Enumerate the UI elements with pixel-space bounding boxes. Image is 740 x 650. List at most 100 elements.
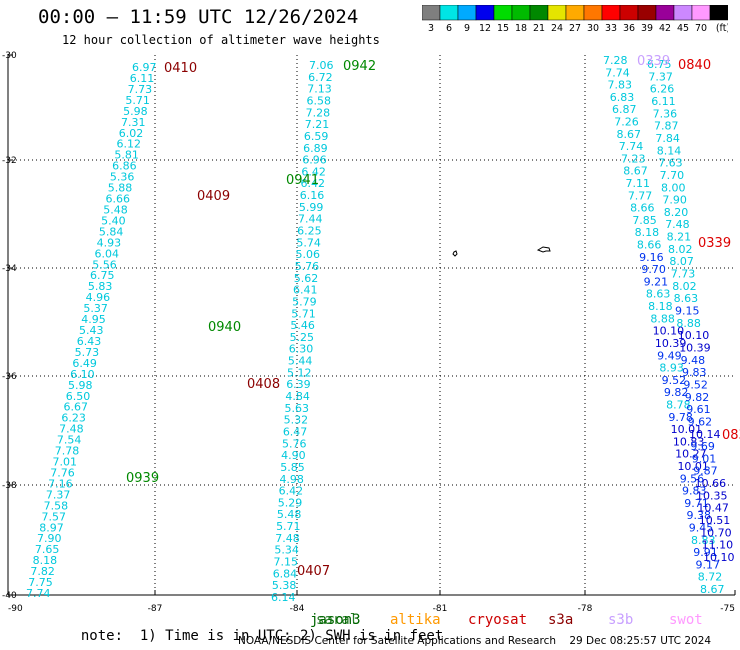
wave-height-value: 4.95 — [81, 313, 106, 326]
wave-height-value: 8.18 — [33, 554, 58, 567]
wave-height-value: 4.93 — [97, 236, 122, 249]
wave-height-value: 5.99 — [299, 201, 324, 214]
colorbar-label: 30 — [587, 23, 599, 34]
wave-height-value: 9.62 — [688, 415, 713, 428]
wave-height-value: 5.48 — [103, 203, 128, 216]
pass-time-label: 0942 — [343, 59, 376, 74]
pass-time-label: 0408 — [247, 377, 280, 392]
wave-height-value: 5.44 — [288, 355, 313, 368]
satellite-cryosat: cryosat — [468, 612, 528, 628]
satellite-altika: altika — [390, 612, 441, 628]
wave-height-value: 8.88 — [650, 312, 675, 325]
wave-height-value: 10.39 — [655, 337, 687, 350]
latitude-label: -32 — [2, 156, 17, 166]
wave-height-value: 7.44 — [298, 213, 323, 226]
satellite-jason3: jason3 — [310, 612, 361, 628]
wave-height-value: 7.37 — [46, 488, 71, 501]
track-b: 7.066.727.136.587.287.216.596.896.966.42… — [271, 59, 334, 604]
wave-height-value: 5.37 — [83, 302, 108, 315]
wave-height-value: 4.90 — [281, 449, 306, 462]
wave-height-value: 7.83 — [608, 79, 633, 92]
pass-time-label: 0939 — [126, 471, 159, 486]
wave-height-value: 5.71 — [291, 307, 316, 320]
pass-time-label: 0410 — [164, 61, 197, 76]
wave-height-value: 8.67 — [617, 128, 642, 141]
longitude-label: -75 — [720, 604, 735, 614]
wave-height-value: 7.54 — [57, 434, 82, 447]
wave-height-value: 10.27 — [675, 448, 707, 461]
wave-height-value: 8.14 — [657, 144, 682, 157]
wave-height-value: 5.73 — [75, 346, 100, 359]
map-frame — [7, 55, 735, 596]
page-title: 00:00 – 11:59 UTC 12/26/2024 — [38, 6, 359, 28]
wave-height-value: 6.83 — [610, 91, 635, 104]
wave-height-value: 5.46 — [290, 319, 315, 332]
wave-height-value: 5.06 — [295, 248, 320, 261]
wave-height-value: 7.87 — [654, 120, 679, 133]
wave-height-value: 7.28 — [306, 106, 331, 119]
wave-height-value: 8.18 — [648, 300, 673, 313]
wave-height-value: 9.49 — [657, 349, 682, 362]
wave-height-value: 9.45 — [689, 521, 714, 534]
wave-height-value: 9.71 — [684, 497, 709, 510]
pass-time-label: 0409 — [197, 189, 230, 204]
satellite-s3a: s3a — [548, 612, 574, 628]
wave-height-value: 8.20 — [664, 206, 689, 219]
wave-height-value: 8.67 — [623, 165, 648, 178]
wave-height-value: 8.83 — [691, 534, 716, 547]
legend-line: note: 1) Time is in UTC; 2) SWH is in fe… — [64, 612, 443, 644]
wave-height-value: 7.74 — [605, 66, 630, 79]
colorbar-label: 33 — [605, 23, 617, 34]
wave-height-value: 6.04 — [94, 247, 119, 260]
wave-height-value: 5.38 — [272, 579, 297, 592]
wave-height-value: 8.97 — [39, 521, 64, 534]
colorbar-label: 70 — [695, 23, 707, 34]
wave-height-value: 6.42 — [301, 165, 326, 178]
pass-time-label: 083 — [722, 428, 740, 443]
wave-height-value: 7.76 — [50, 466, 75, 479]
wave-height-value: 10.47 — [697, 502, 729, 515]
wave-height-value: 10.10 — [653, 325, 685, 338]
latitude-label: -40 — [2, 591, 17, 601]
wave-height-value: 8.78 — [666, 398, 691, 411]
pass-time-label: 0339 — [698, 236, 731, 251]
wave-height-value: 7.15 — [274, 556, 299, 569]
colorbar-label: 12 — [479, 23, 491, 34]
wave-height-value: 6.10 — [70, 368, 95, 381]
wave-height-value: 5.84 — [99, 225, 124, 238]
wave-height-value: 8.07 — [669, 255, 694, 268]
wave-height-value: 5.81 — [114, 149, 139, 162]
wave-height-value: 7.01 — [53, 456, 78, 469]
wave-height-value: 7.70 — [660, 169, 685, 182]
wave-height-value: 6.50 — [66, 390, 91, 403]
wave-height-value: 8.02 — [668, 243, 693, 256]
wave-height-value: 7.37 — [648, 70, 673, 83]
wave-height-value: 9.21 — [644, 275, 669, 288]
pass-time-label: 0940 — [208, 320, 241, 335]
wave-height-value: 7.58 — [44, 499, 69, 512]
wave-height-value: 8.93 — [659, 362, 684, 375]
wave-height-value: 9.82 — [664, 386, 689, 399]
wave-height-value: 7.85 — [632, 214, 657, 227]
colorbar-label: 9 — [464, 23, 470, 34]
wave-height-value: 6.59 — [304, 130, 329, 143]
wave-height-value: 7.73 — [128, 83, 153, 96]
colorbar-label: 39 — [641, 23, 653, 34]
wave-height-value: 5.85 — [280, 461, 305, 474]
wave-height-value: 5.74 — [296, 236, 321, 249]
latitude-label: -38 — [2, 481, 17, 491]
colorbar-label: 18 — [515, 23, 527, 34]
wave-height-value: 7.28 — [603, 54, 628, 67]
longitude-label: -84 — [290, 604, 305, 614]
wave-height-value: 10.01 — [671, 423, 703, 436]
wave-height-value: 9.61 — [686, 403, 711, 416]
wave-height-value: 5.48 — [277, 508, 302, 521]
pass-time-labels: 0410 0942 0840 0339 0941 0409 0339 0940 0408 0939… — [126, 54, 740, 579]
map-axis-labels: -30 -32 -34 -36 -38 -40 -90 -87 -84 -81 -78 -75 — [2, 51, 735, 614]
pass-time-label: 0941 — [286, 173, 319, 188]
wave-height-value: 6.89 — [303, 142, 328, 155]
wave-height-value: 6.49 — [72, 357, 97, 370]
wave-height-value: 7.48 — [59, 423, 84, 436]
wave-height-value: 7.57 — [41, 510, 65, 523]
